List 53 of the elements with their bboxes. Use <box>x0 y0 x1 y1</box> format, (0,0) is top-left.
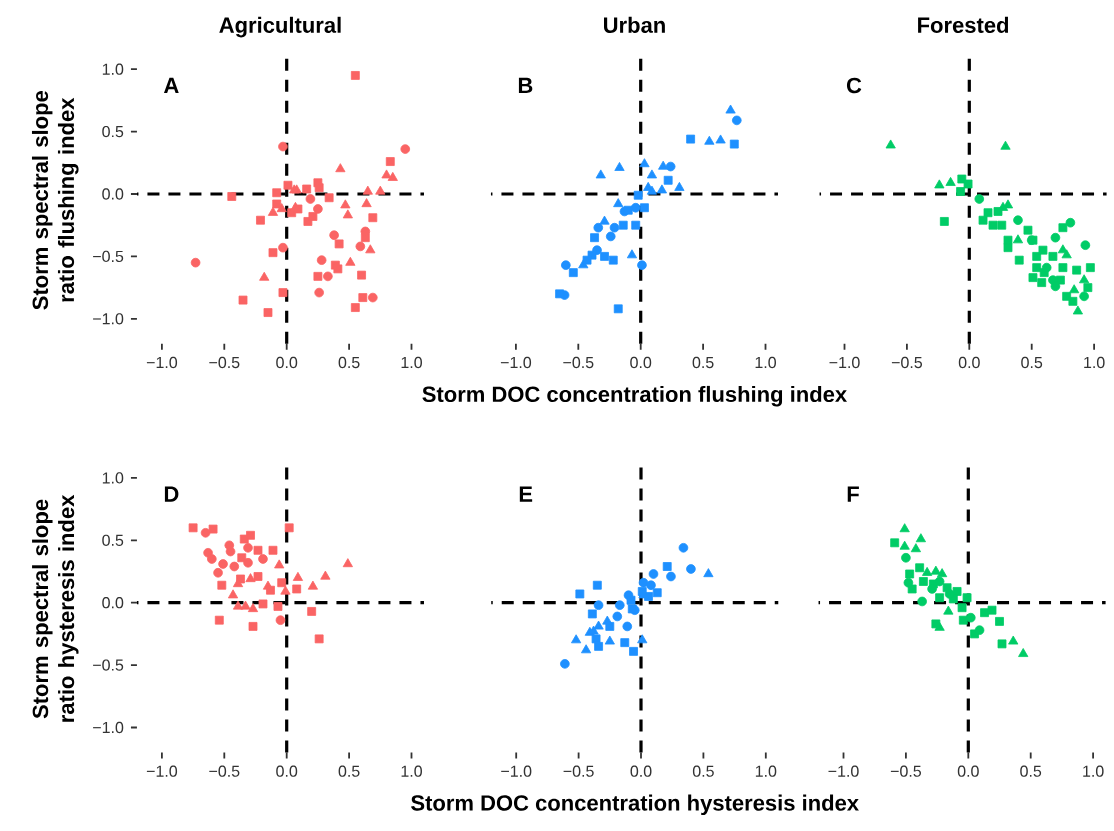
x-tick-label: 0.5 <box>338 356 360 369</box>
x-axis-title: Storm DOC concentration flushing index <box>422 385 847 407</box>
x-tick-label: 0.0 <box>630 356 652 369</box>
x-tick-label: −0.5 <box>209 356 240 369</box>
x-tick-label: −1.0 <box>828 765 859 777</box>
x-axis-title: Storm DOC concentration hysteresis index <box>411 794 859 816</box>
x-tick-label: −0.5 <box>563 765 594 777</box>
x-tick-label: −1.0 <box>501 765 532 777</box>
x-tick-label: 0.0 <box>630 765 652 777</box>
annotation: F <box>847 486 859 502</box>
annotation: E <box>519 486 533 502</box>
y-tick-label: −1.0 <box>93 721 124 734</box>
x-tick-label: 0.0 <box>276 765 298 777</box>
x-tick-label: 0.5 <box>692 765 714 777</box>
x-tick-label: 0.5 <box>1021 356 1043 369</box>
annotation: B <box>518 77 533 93</box>
chart-title: Forested <box>918 16 1009 33</box>
x-tick-label: 1.0 <box>1084 356 1105 369</box>
y-tick-label: 0.5 <box>102 125 124 138</box>
x-tick-label: −0.5 <box>890 765 922 777</box>
x-tick-label: 0.5 <box>1020 765 1042 777</box>
x-tick-label: −0.5 <box>891 356 923 369</box>
x-tick-label: 1.0 <box>1083 765 1104 777</box>
x-tick-label: 1.0 <box>401 765 422 777</box>
x-tick-label: −0.5 <box>209 765 240 777</box>
x-tick-label: 1.0 <box>755 356 777 369</box>
annotation: C <box>846 77 862 94</box>
x-tick-label: −1.0 <box>829 356 860 369</box>
x-tick-label: −0.5 <box>563 356 594 369</box>
x-tick-label: 1.0 <box>401 356 422 369</box>
chart-title: Urban <box>604 16 665 33</box>
x-tick-label: 0.0 <box>957 765 979 777</box>
y-tick-label: −0.5 <box>93 659 124 671</box>
annotation: A <box>163 77 179 93</box>
y-tick-label: 0.0 <box>102 188 124 200</box>
annotation: D <box>164 486 179 502</box>
x-tick-label: −1.0 <box>146 356 178 369</box>
y-tick-label: −1.0 <box>93 313 124 325</box>
y-tick-label: 1.0 <box>102 63 124 75</box>
x-tick-label: −1.0 <box>146 765 178 777</box>
x-tick-label: −1.0 <box>500 356 532 369</box>
x-tick-label: 1.0 <box>755 765 777 777</box>
x-tick-label: 0.5 <box>692 356 714 369</box>
y-tick-label: −0.5 <box>93 250 124 263</box>
chart-title: Agricultural <box>219 16 341 38</box>
y-tick-label: 0.5 <box>102 534 124 546</box>
x-tick-label: 0.5 <box>338 765 360 777</box>
y-tick-label: 0.0 <box>102 597 124 609</box>
y-axis-title: Storm spectral slope ratio flushing index <box>31 90 79 310</box>
x-tick-label: 0.0 <box>958 356 980 369</box>
x-tick-label: 0.0 <box>276 356 298 369</box>
y-axis-title: Storm spectral slope ratio hysteresis index <box>32 494 79 722</box>
y-tick-label: 1.0 <box>102 472 124 484</box>
